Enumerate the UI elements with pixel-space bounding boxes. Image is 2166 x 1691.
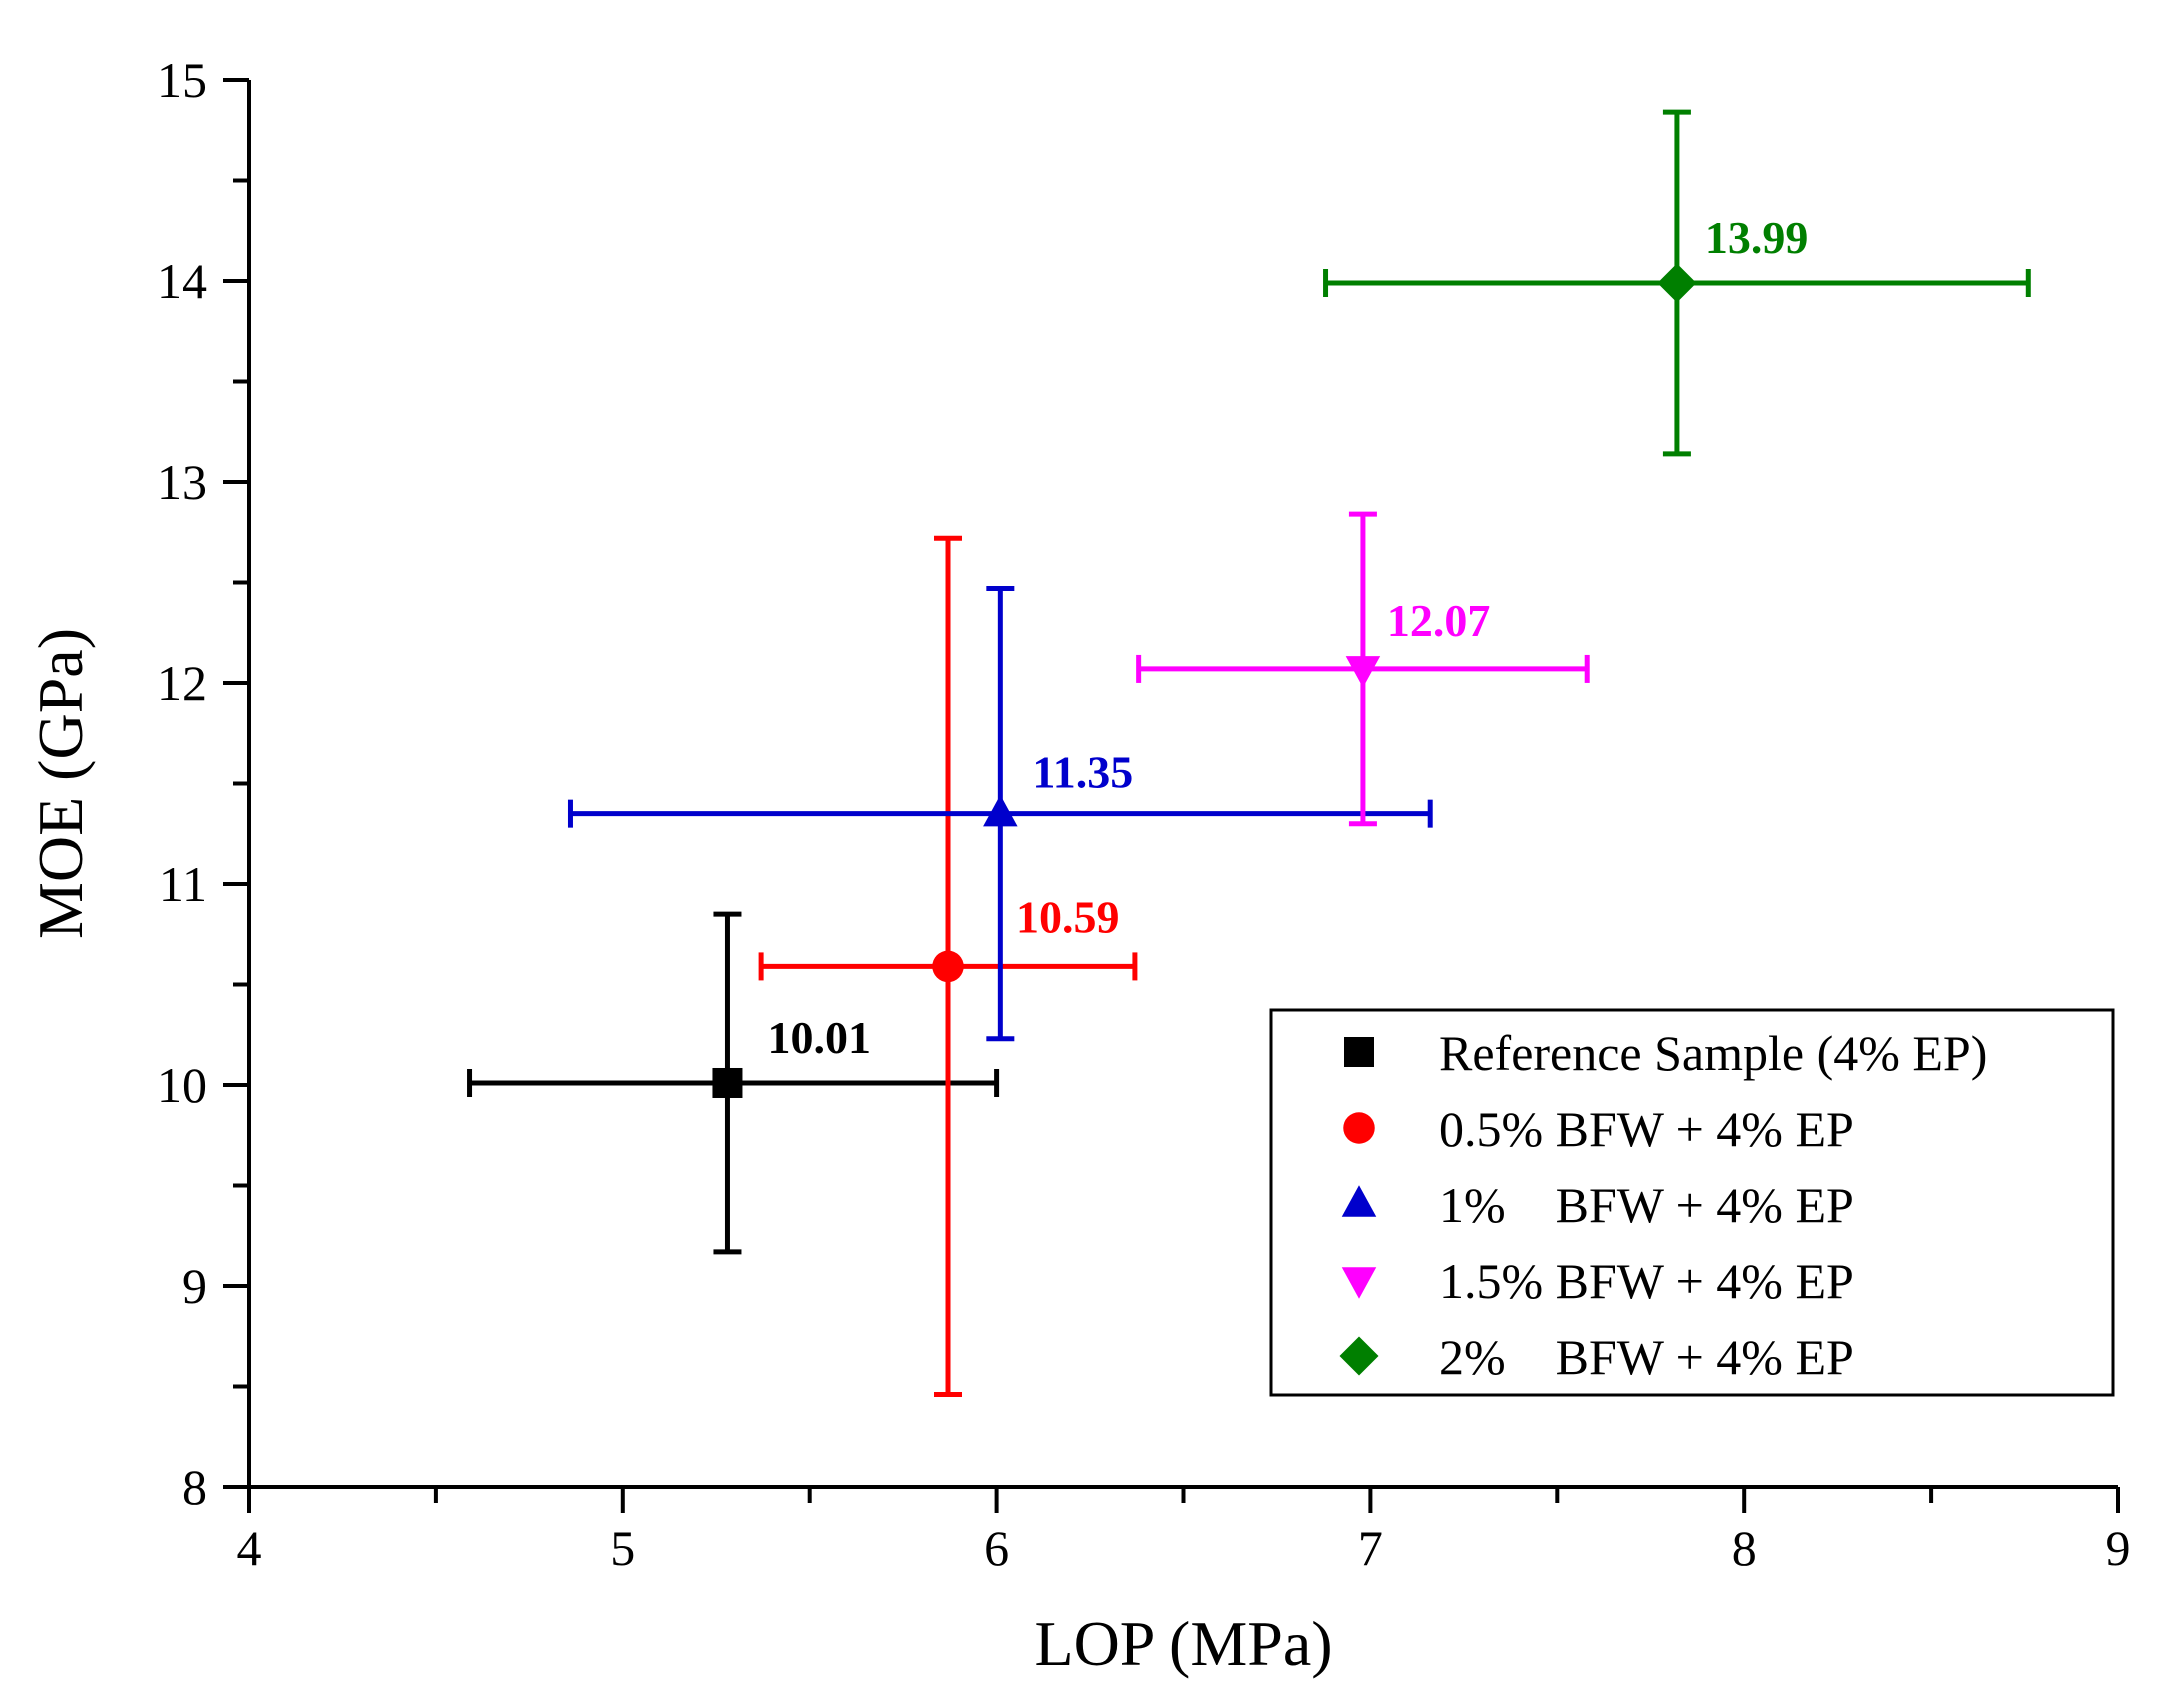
legend-box xyxy=(1269,1008,2115,1397)
y-tick-label: 8 xyxy=(182,1459,207,1515)
x-tick-label: 5 xyxy=(610,1520,635,1576)
data-points xyxy=(712,263,1697,1098)
legend-label: 1% BFW + 4% EP xyxy=(1439,1177,1854,1233)
x-tick-label: 7 xyxy=(1358,1520,1383,1576)
y-tick-label: 9 xyxy=(182,1258,207,1314)
y-tick-label: 13 xyxy=(157,454,207,510)
legend: Reference Sample (4% EP) 0.5% BFW + 4% EP… xyxy=(1269,1008,2115,1397)
error-bars xyxy=(467,109,2031,1398)
legend-marker xyxy=(1341,1185,1377,1217)
x-tick-label: 8 xyxy=(1732,1520,1757,1576)
y-axis-title: MOE (GPa) xyxy=(25,628,96,939)
legend-marker xyxy=(1339,1336,1379,1376)
legend-marker xyxy=(1344,1037,1374,1067)
x-axis-title: LOP (MPa) xyxy=(1034,1608,1332,1679)
legend-label: 1.5% BFW + 4% EP xyxy=(1439,1253,1854,1309)
data-labels: 10.01 10.59 11.35 12.07 13.99 xyxy=(767,212,1808,1063)
y-tick-label: 15 xyxy=(157,52,207,108)
data-point xyxy=(1345,656,1381,688)
data-label: 10.01 xyxy=(767,1012,871,1063)
data-point xyxy=(712,1067,743,1098)
legend-label: Reference Sample (4% EP) xyxy=(1439,1025,1987,1081)
data-point xyxy=(983,794,1018,827)
x-tick-label: 9 xyxy=(2106,1520,2131,1576)
legend-label: 0.5% BFW + 4% EP xyxy=(1439,1101,1854,1157)
legend-label: 2% BFW + 4% EP xyxy=(1439,1329,1854,1385)
legend-marker xyxy=(1343,1112,1375,1144)
data-label: 10.59 xyxy=(1016,891,1120,942)
data-point xyxy=(1657,263,1697,303)
legend-marker xyxy=(1341,1267,1377,1299)
y-tick-label: 10 xyxy=(157,1057,207,1113)
y-tick-label: 12 xyxy=(157,655,207,711)
x-tick-label: 4 xyxy=(237,1520,262,1576)
data-label: 12.07 xyxy=(1387,595,1491,646)
x-tick-label: 6 xyxy=(984,1520,1009,1576)
ticks: 4 5 6 7 8 9 8 9 10 11 12 13 14 15 xyxy=(157,52,2131,1576)
y-tick-label: 11 xyxy=(159,856,207,912)
y-tick-label: 14 xyxy=(157,253,207,309)
data-label: 11.35 xyxy=(1032,747,1133,798)
data-point xyxy=(932,950,964,983)
data-label: 13.99 xyxy=(1705,212,1809,263)
